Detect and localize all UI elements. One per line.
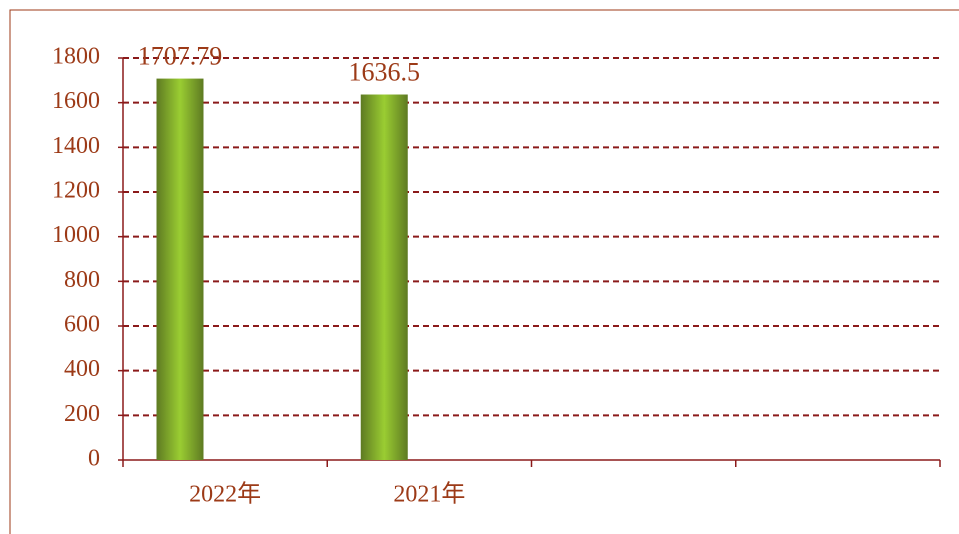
data-label: 1707.79 xyxy=(138,42,223,71)
y-tick-label: 400 xyxy=(64,356,100,382)
data-label: 1636.5 xyxy=(349,57,421,86)
y-tick-label: 600 xyxy=(64,312,100,338)
y-tick-label: 1600 xyxy=(52,88,100,114)
y-tick-label: 800 xyxy=(64,267,100,293)
y-tick-label: 1400 xyxy=(52,133,100,159)
x-tick-label: 2022年 xyxy=(189,481,261,508)
bar xyxy=(156,78,204,460)
y-tick-label: 200 xyxy=(64,401,100,427)
x-tick-label: 2021年 xyxy=(393,481,465,508)
bar xyxy=(360,94,408,460)
y-tick-label: 1000 xyxy=(52,222,100,248)
y-tick-label: 0 xyxy=(88,446,100,472)
frame xyxy=(9,9,959,534)
y-tick-label: 1200 xyxy=(52,178,100,204)
y-tick-label: 1800 xyxy=(52,44,100,70)
